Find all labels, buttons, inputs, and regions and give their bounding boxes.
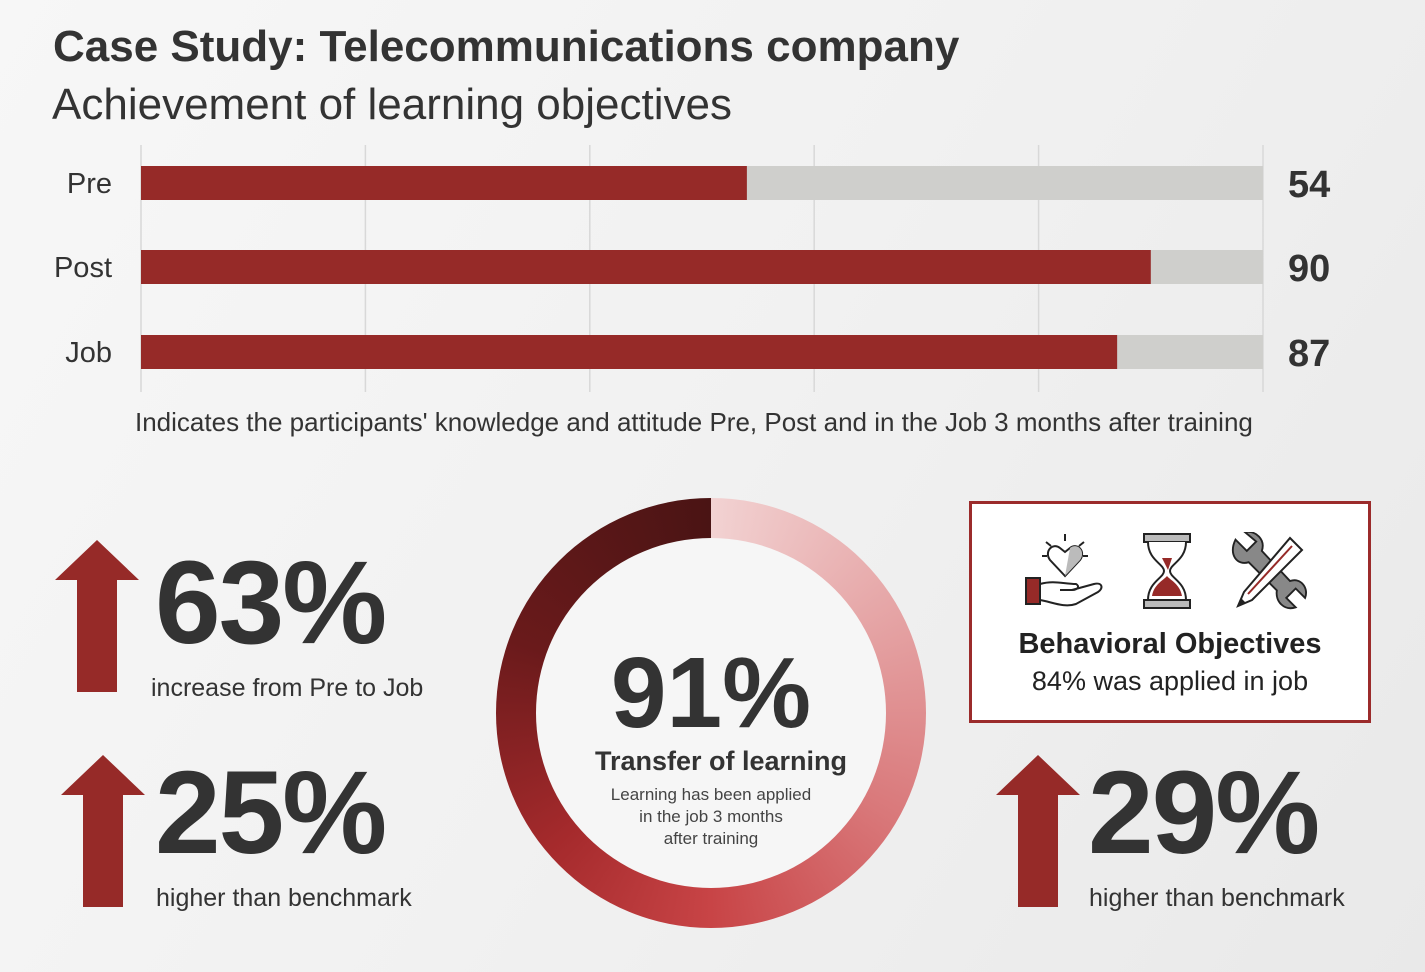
wrench-pencil-icon bbox=[1231, 532, 1307, 610]
page-subtitle: Achievement of learning objectives bbox=[52, 80, 732, 129]
donut-hole bbox=[536, 538, 886, 888]
behavioral-subtitle: 84% was applied in job bbox=[1031, 666, 1309, 696]
bar-job bbox=[141, 335, 1118, 369]
arrow-up-icon bbox=[55, 540, 139, 692]
arrow-up-icon bbox=[996, 755, 1080, 907]
donut-desc-line: in the job 3 months bbox=[639, 807, 783, 826]
stat-label-increase: increase from Pre to Job bbox=[151, 674, 424, 702]
stat-label-benchmark-2: higher than benchmark bbox=[1089, 884, 1345, 912]
hourglass-icon bbox=[1143, 533, 1191, 609]
bar-post bbox=[141, 250, 1151, 284]
stat-label-benchmark: higher than benchmark bbox=[156, 884, 412, 912]
value-label: 90 bbox=[1288, 248, 1330, 290]
bar-chart: Pre 54 Post 90 Job 87 bbox=[54, 145, 1330, 392]
category-label: Job bbox=[65, 337, 112, 369]
value-label: 54 bbox=[1288, 164, 1330, 206]
donut-desc-line: Learning has been applied bbox=[610, 785, 812, 804]
heart-hand-icon bbox=[1025, 534, 1103, 607]
chart-caption: Indicates the participants' knowledge an… bbox=[135, 407, 1253, 437]
page-title: Case Study: Telecommunications company bbox=[53, 22, 960, 71]
value-label: 87 bbox=[1288, 333, 1330, 375]
bar-pre bbox=[141, 166, 747, 200]
behavioral-title: Behavioral Objectives bbox=[1018, 628, 1322, 660]
stat-value-increase: 63% bbox=[155, 537, 387, 669]
category-label: Pre bbox=[67, 168, 112, 200]
donut-description: Learning has been applied in the job 3 m… bbox=[496, 784, 926, 850]
stat-value-benchmark: 25% bbox=[155, 747, 387, 879]
donut-label: Transfer of learning bbox=[594, 746, 848, 776]
donut-desc-line: after training bbox=[663, 829, 759, 848]
behavioral-objectives-card: Behavioral Objectives 84% was applied in… bbox=[969, 501, 1371, 723]
donut-value: 91% bbox=[610, 637, 812, 749]
transfer-donut: 91% Transfer of learning Learning has be… bbox=[496, 498, 926, 928]
stat-value-benchmark-2: 29% bbox=[1088, 747, 1320, 879]
category-label: Post bbox=[54, 252, 112, 284]
arrow-up-icon bbox=[61, 755, 145, 907]
